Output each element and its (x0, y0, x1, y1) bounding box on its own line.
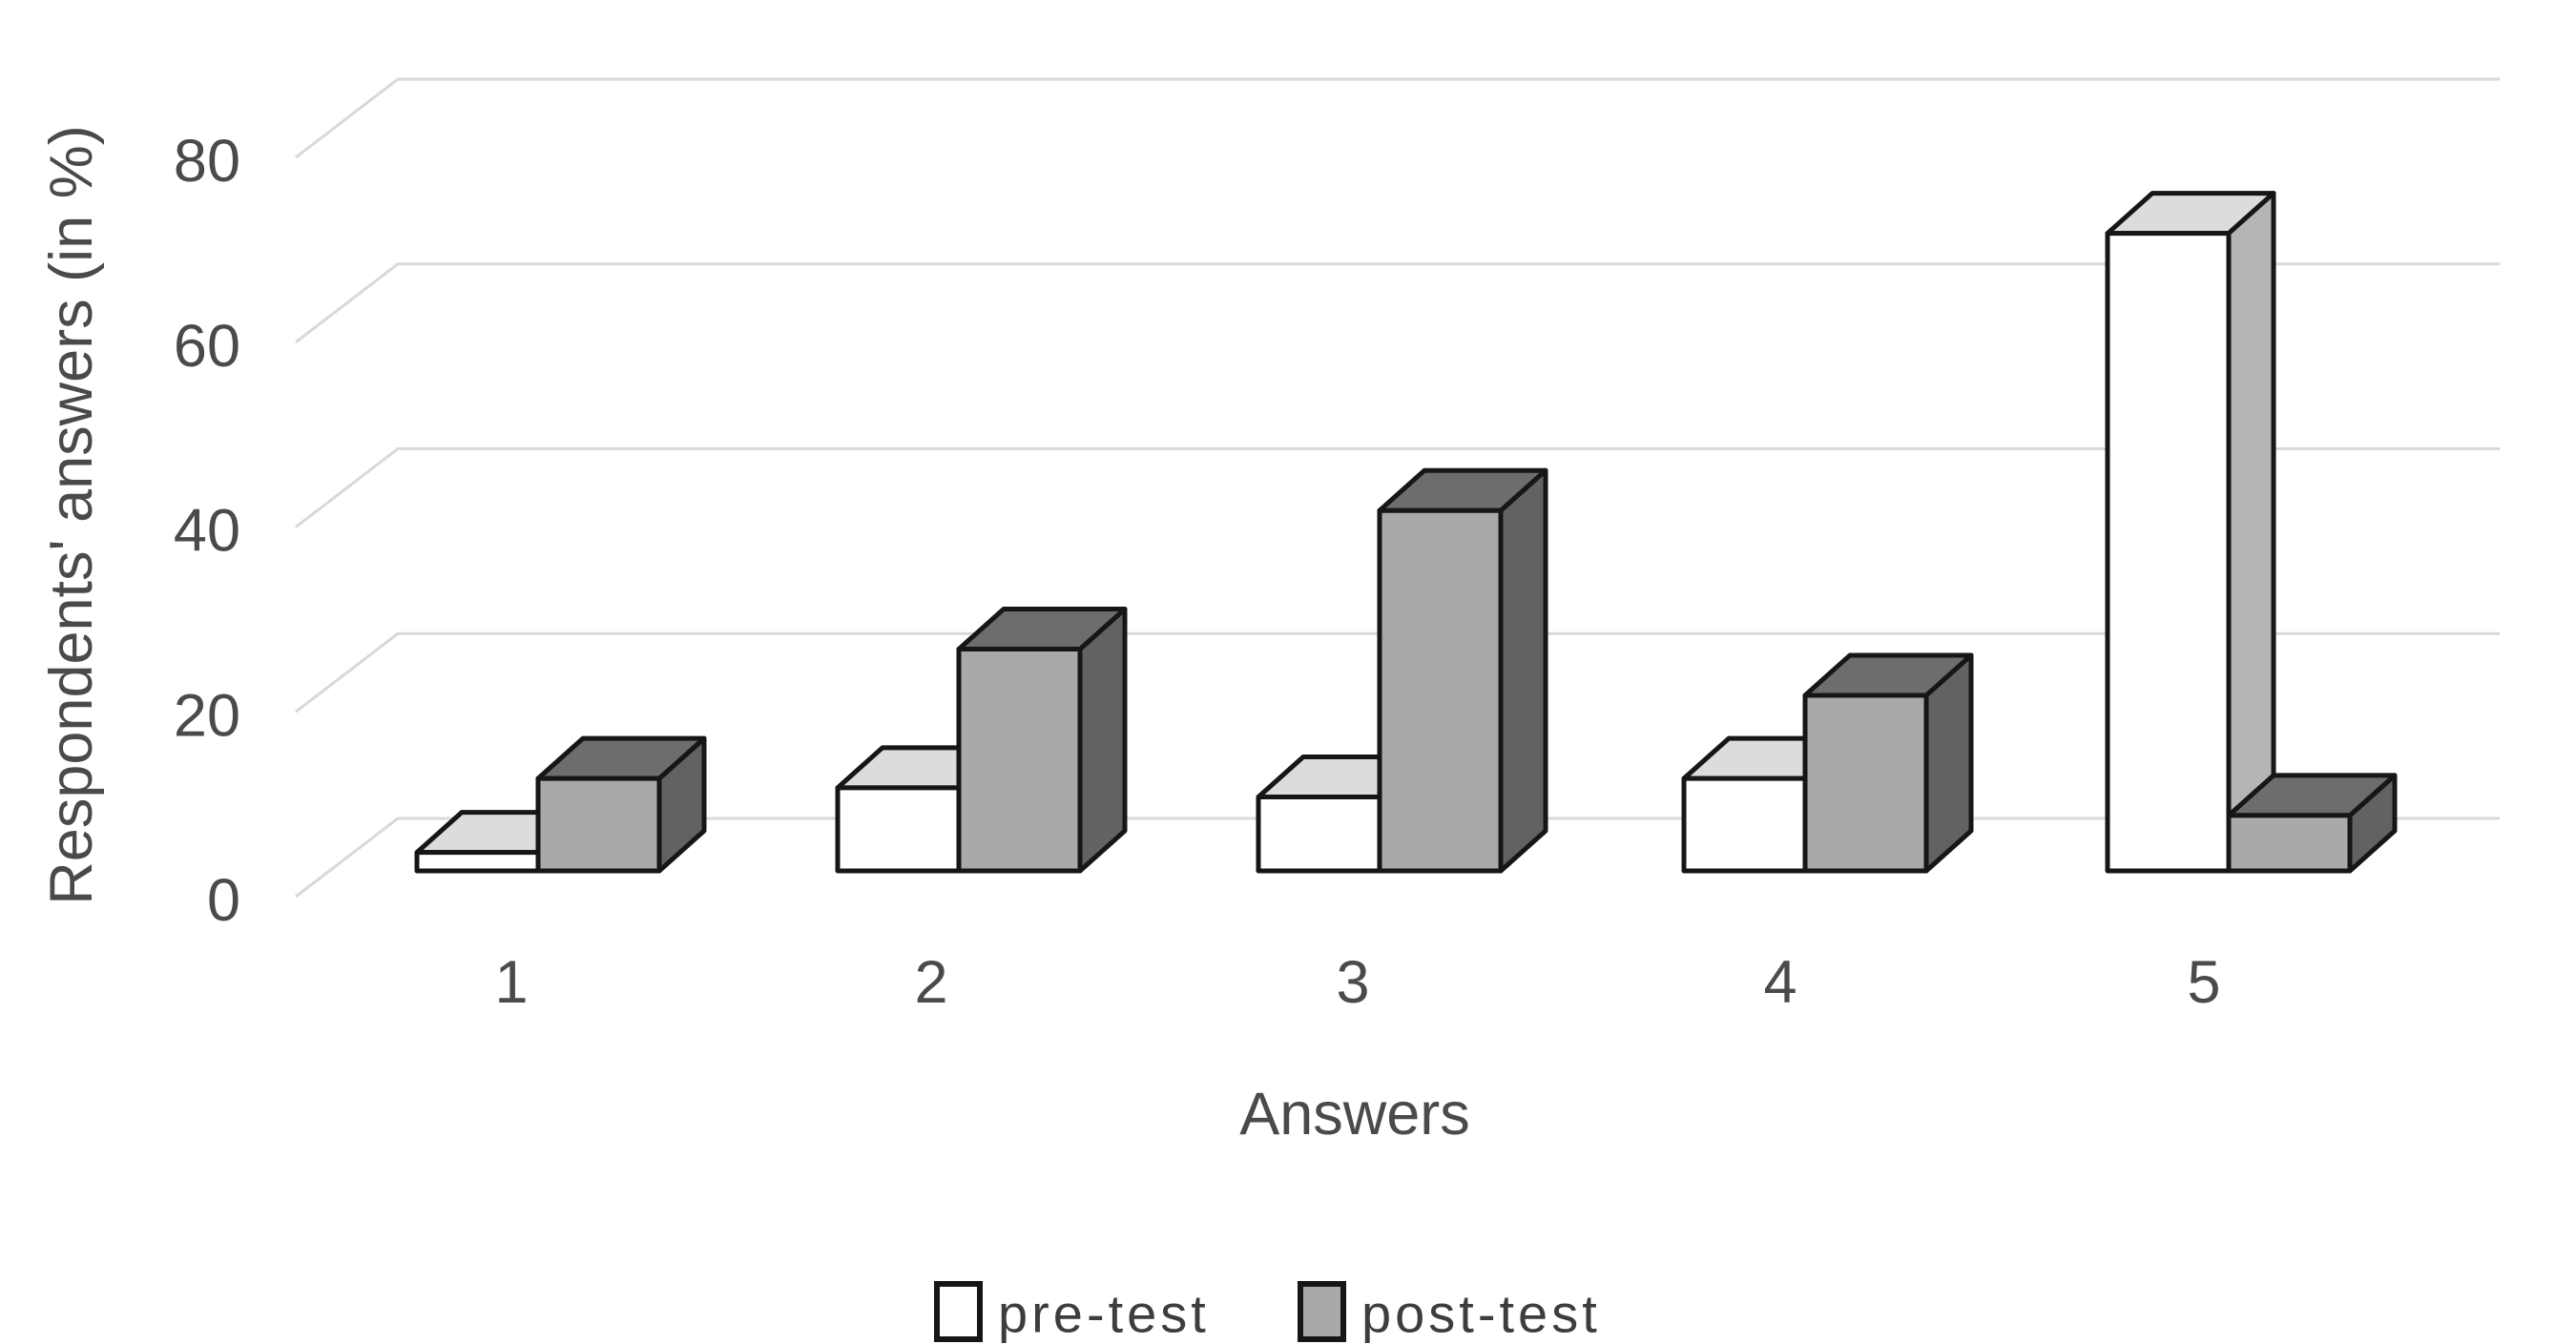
legend-swatch-post-test (1298, 1281, 1346, 1342)
gridline-20 (295, 631, 2500, 713)
bar-cluster-3 (1256, 467, 1548, 874)
post-test-bar-front (1802, 693, 1929, 874)
x-category-label-4: 4 (1763, 949, 1797, 1016)
y-tick-label-80: 80 (174, 128, 240, 195)
x-axis-title: Answers (1239, 1081, 1470, 1148)
x-category-label-1: 1 (494, 949, 528, 1016)
pre-test-bar-front (835, 785, 962, 874)
pre-test-bar-front (414, 850, 541, 874)
bar-cluster-5 (2105, 191, 2398, 874)
gridline-60 (295, 262, 2500, 343)
bar-cluster-4 (1681, 652, 1974, 874)
legend-swatch-pre-test (934, 1281, 983, 1342)
pre-test-bar-front (2105, 231, 2232, 874)
bars-layer (414, 191, 2398, 874)
bar-cluster-2 (835, 607, 1128, 874)
y-tick-label-60: 60 (174, 313, 240, 380)
post-test-bar-front (1377, 507, 1504, 874)
post-test-bar-front (956, 647, 1083, 874)
post-test-bar-side (1077, 607, 1128, 874)
bar-cluster-1 (414, 735, 707, 874)
y-tick-label-40: 40 (174, 498, 240, 565)
x-category-label-5: 5 (2187, 949, 2220, 1016)
y-axis-tick-labels: 0 20 40 60 80 (174, 128, 240, 934)
y-axis-title: Respondents' answers (in %) (38, 125, 105, 904)
legend-label-pre-test: pre-test (998, 1284, 1210, 1344)
pre-test-bar-front (1681, 775, 1808, 874)
y-tick-label-0: 0 (207, 867, 240, 934)
post-test-bar-front (2226, 813, 2353, 874)
pre-test-bar-front (1256, 795, 1382, 874)
y-tick-label-20: 20 (174, 682, 240, 749)
x-category-label-2: 2 (914, 949, 947, 1016)
post-test-bar-front (535, 775, 662, 874)
gridline-40 (295, 447, 2500, 528)
legend: pre-test post-test (934, 1281, 1601, 1344)
x-category-label-3: 3 (1336, 949, 1369, 1016)
pre-test-bar-side (2226, 191, 2276, 874)
legend-label-post-test: post-test (1361, 1284, 1601, 1344)
gridline-80 (295, 77, 2500, 159)
x-axis-category-labels: 1 2 3 4 5 (494, 949, 2220, 1016)
post-test-bar-side (1498, 467, 1548, 874)
